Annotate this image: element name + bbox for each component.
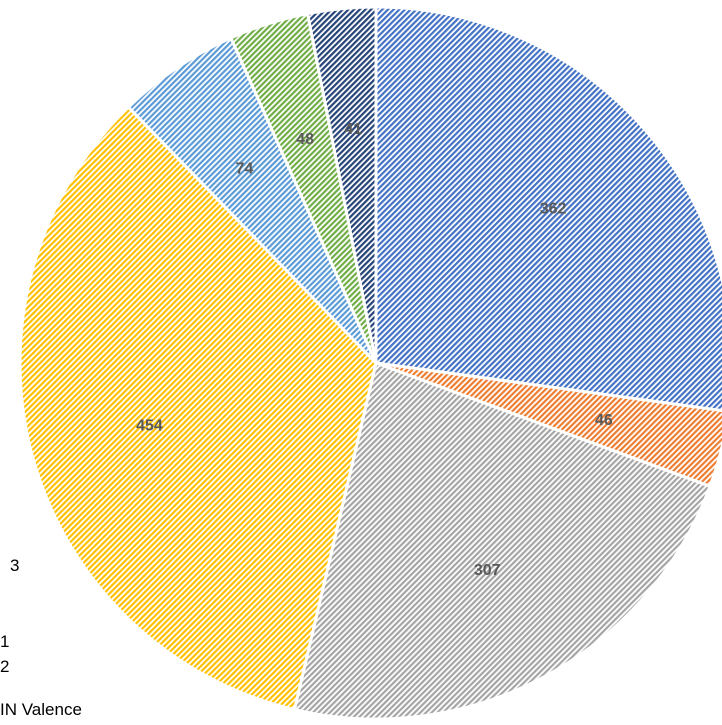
data-label-46: 46 xyxy=(595,412,613,429)
data-label-454: 454 xyxy=(136,417,163,434)
data-label-362: 362 xyxy=(540,201,567,218)
data-label-307: 307 xyxy=(474,562,501,579)
data-label-41: 41 xyxy=(344,121,362,138)
pie-slice-307 xyxy=(292,361,712,721)
side-label-in-valence: IN Valence xyxy=(0,700,82,719)
pie-slice-454 xyxy=(18,105,378,712)
side-label-1: 1 xyxy=(0,632,10,651)
pie-slice-362 xyxy=(374,5,722,413)
side-label-3: 3 xyxy=(10,556,20,575)
data-label-74: 74 xyxy=(236,160,254,177)
side-label-2: 2 xyxy=(0,657,10,676)
pie-data-labels: 362 46 307 454 74 48 41 xyxy=(136,121,613,579)
pie-slices xyxy=(18,5,722,721)
pie-slice-41 xyxy=(306,5,378,365)
data-label-48: 48 xyxy=(296,131,314,148)
